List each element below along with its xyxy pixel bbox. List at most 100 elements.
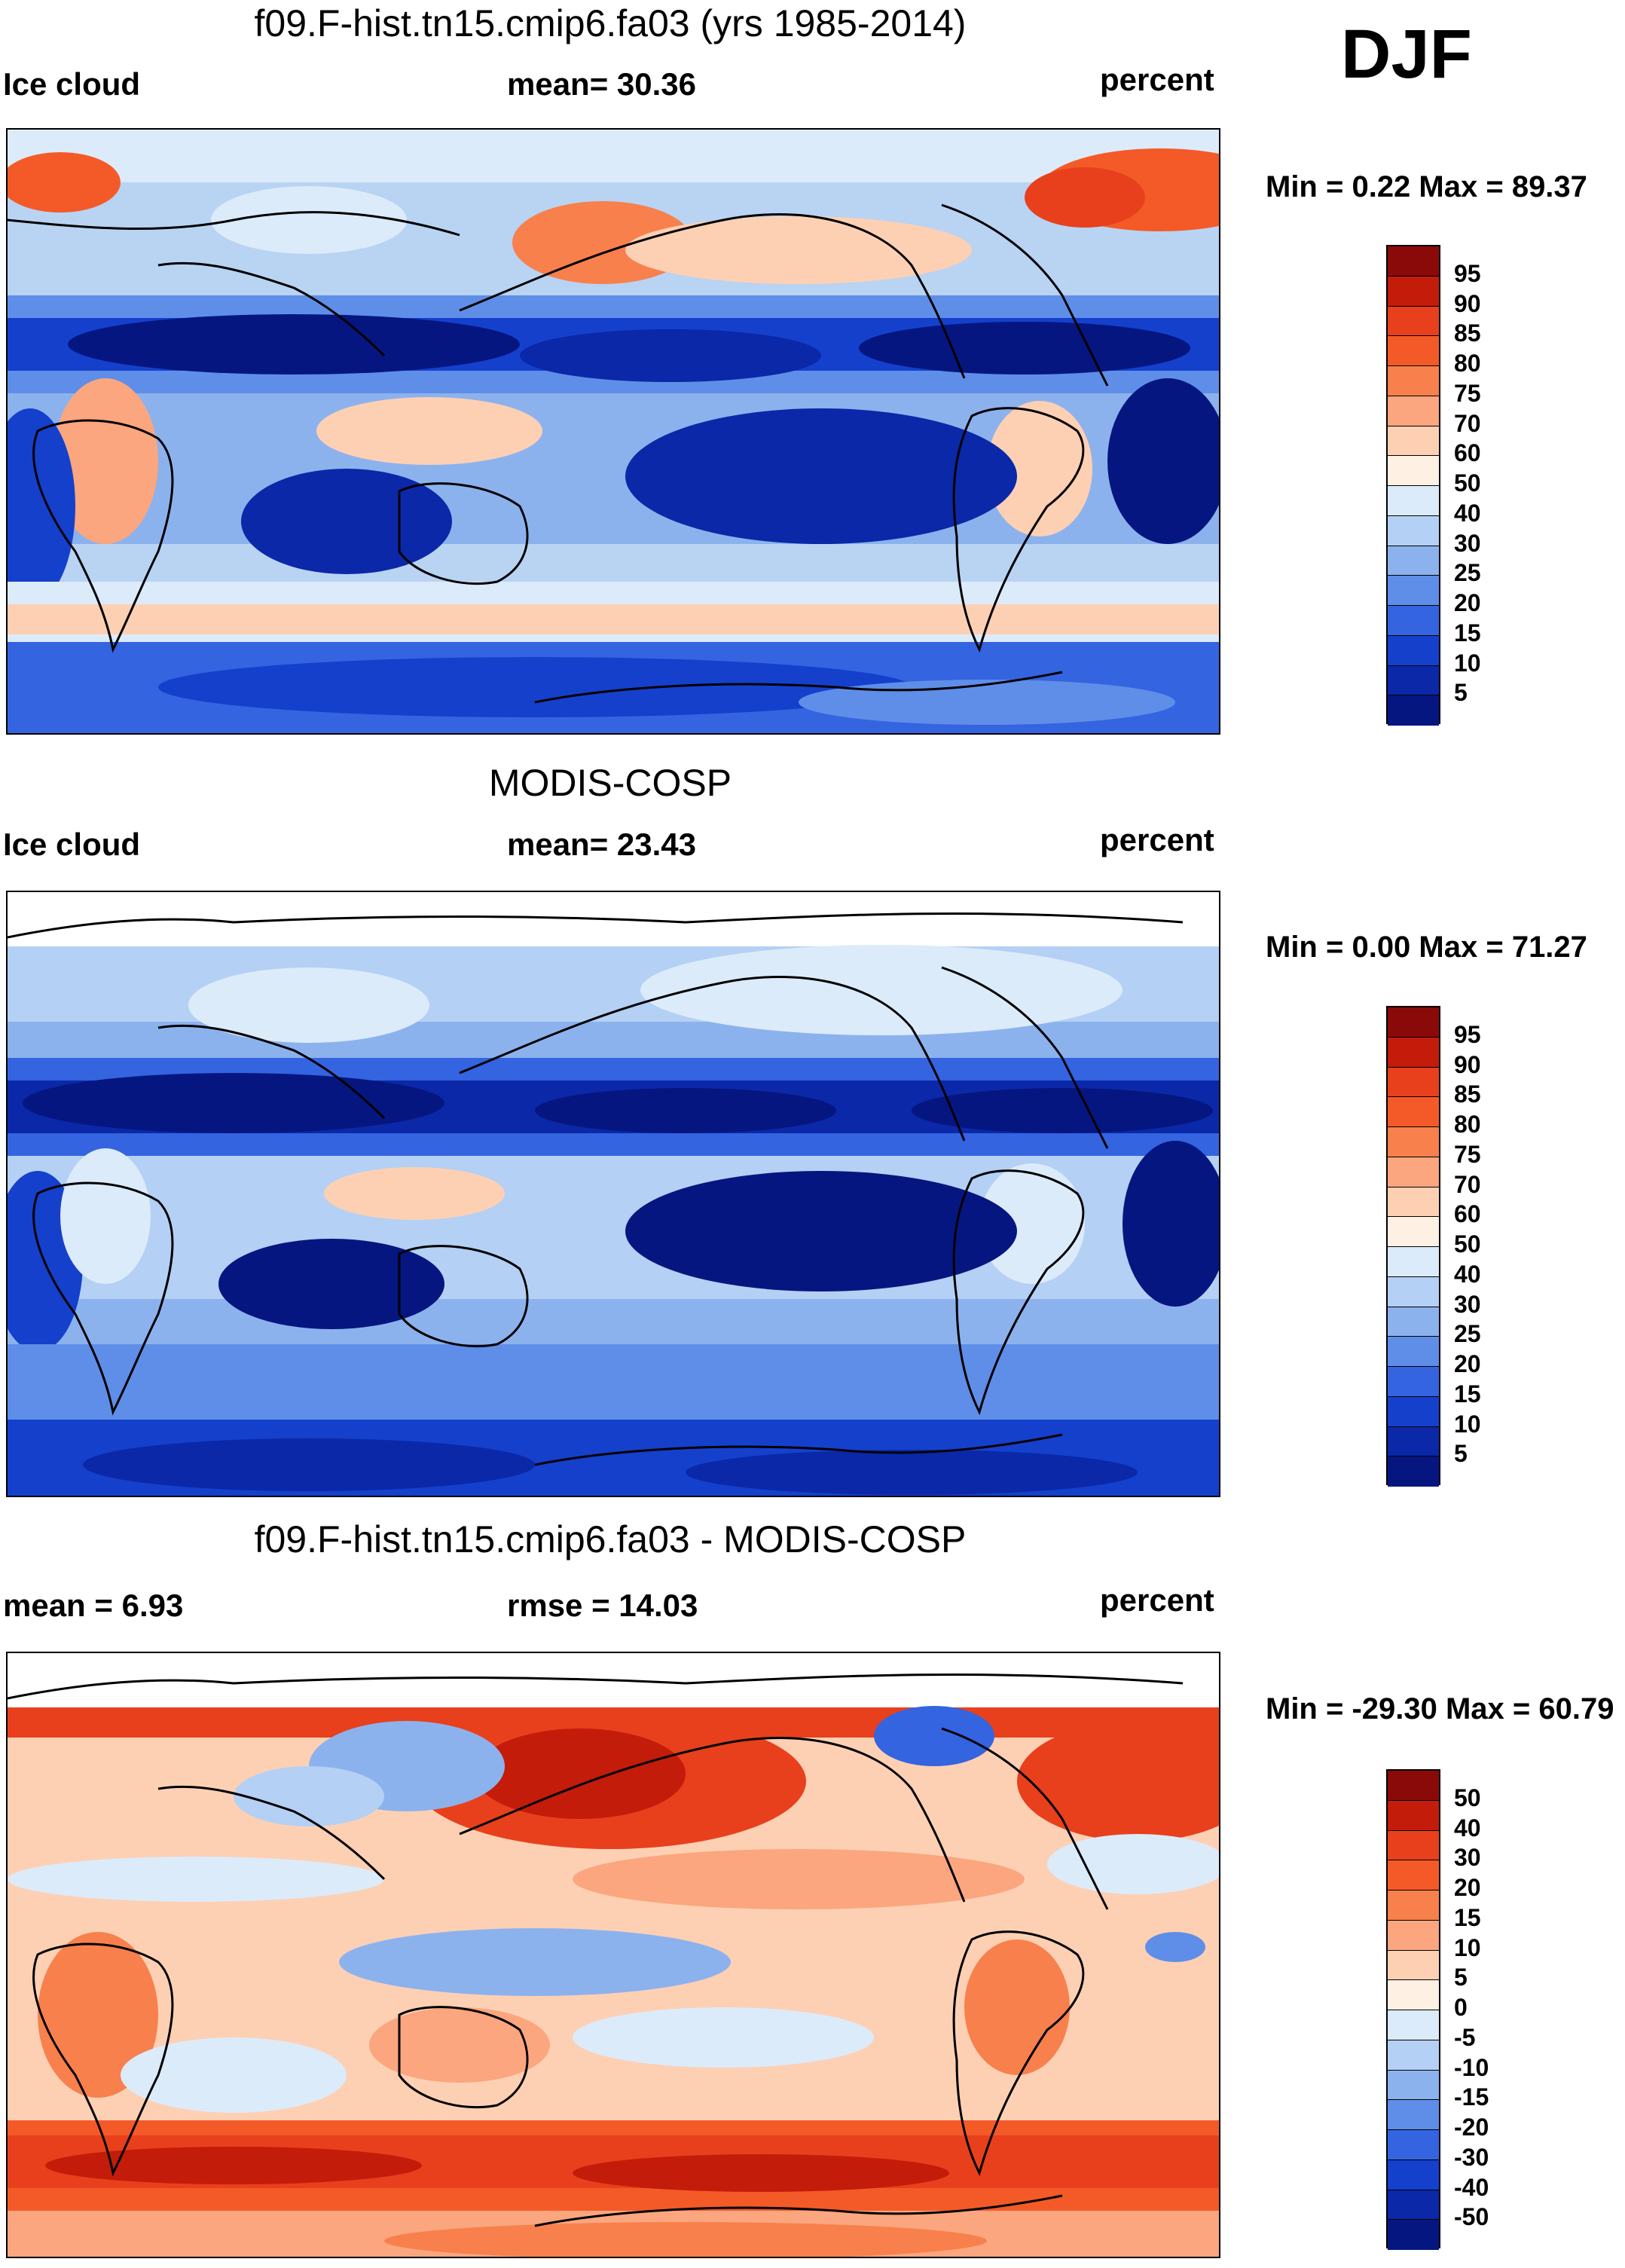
colorbar-segment [1388,276,1439,307]
colorbar-segment [1388,2010,1439,2040]
minmax-obs: Min = 0.00 Max = 71.27 [1266,931,1587,964]
colorbar-segment [1388,1187,1439,1218]
colorbar-segment [1388,1830,1439,1861]
colorbar-tick-label: -20 [1454,2114,1489,2141]
colorbar-tick-label: 0 [1454,1994,1468,2021]
colorbar-segment [1388,426,1439,457]
colorbar-tick-label: -15 [1454,2083,1489,2111]
colorbar-tick-label: 20 [1454,1350,1481,1377]
season-label: DJF [1341,16,1472,93]
panel-units-diff: percent [1100,1582,1214,1618]
colorbar-segment [1388,1950,1439,1981]
colorbar-tick-label: 10 [1454,1933,1481,1961]
colorbar-tick-label: 20 [1454,1874,1481,1901]
colorbar-segment [1388,336,1439,366]
colorbar-tick-label: -50 [1454,2203,1489,2231]
colorbar-tick-label: 75 [1454,379,1481,407]
colorbar-tick-label: 90 [1454,1050,1481,1078]
colorbar-segment [1388,1980,1439,2010]
minmax-model: Min = 0.22 Max = 89.37 [1266,170,1587,203]
colorbar-segment [1388,1456,1439,1487]
colorbar-tick-label: -30 [1454,2143,1489,2171]
colorbar-tick-label: 90 [1454,289,1481,317]
colorbar-tick-label: 70 [1454,1170,1481,1198]
colorbar-tick-label: 85 [1454,319,1481,347]
colorbar-tick-label: -5 [1454,2023,1476,2051]
panel-rmse-label-diff: rmse = 14.03 [507,1588,698,1623]
colorbar-tick-label: 95 [1454,1020,1481,1048]
colorbar-segment [1388,366,1439,396]
colorbar-tick-label: 80 [1454,1111,1481,1138]
colorbar-tick-label: 30 [1454,1844,1481,1872]
colorbar-tick-label: 60 [1454,1200,1481,1228]
colorbar-segment [1388,1247,1439,1277]
colorbar-segment [1388,1771,1439,1801]
panel-mean-label-model: mean= 30.36 [507,66,697,102]
colorbar-tick-label: 70 [1454,409,1481,437]
colorbar-segment [1388,1860,1439,1891]
colorbar-segment [1388,665,1439,696]
colorbar-segment [1388,2130,1439,2160]
colorbar-segment [1388,1007,1439,1038]
colorbar-tick-label: 75 [1454,1140,1481,1168]
colorbar-segment [1388,2190,1439,2221]
colorbar-segment [1388,2159,1439,2190]
colorbar-segment [1388,2070,1439,2101]
colorbar-segment [1388,246,1439,277]
map-obs [6,891,1220,1497]
colorbar-segment [1388,1307,1439,1337]
colorbar-tick-label: 5 [1454,679,1468,707]
colorbar-segment [1388,306,1439,337]
colorbar-segment [1388,1920,1439,1951]
colorbar-segment [1388,486,1439,516]
colorbar-segment [1388,515,1439,546]
colorbar-tick-label: 40 [1454,499,1481,527]
colorbar-segment [1388,695,1439,726]
colorbar-segment [1388,1426,1439,1457]
colorbar-segment [1388,2220,1439,2250]
colorbar-segment [1388,1396,1439,1427]
panel-title-diff: f09.F-hist.tn15.cmip6.fa03 - MODIS-COSP [254,1518,967,1560]
colorbar-segment [1388,1217,1439,1247]
colorbar-segment [1388,1127,1439,1157]
colorbar-segment [1388,1367,1439,1397]
colorbar-tick-label: 15 [1454,619,1481,646]
colorbar-segment [1388,1067,1439,1098]
panel-mean-label-obs: mean= 23.43 [507,827,697,862]
colorbar-segment [1388,1097,1439,1127]
colorbar-segment [1388,2040,1439,2071]
colorbar-tick-label: 60 [1454,439,1481,467]
colorbar-tick-label: 15 [1454,1903,1481,1931]
colorbar-tick-label: 50 [1454,1784,1481,1811]
colorbar-segment [1388,1891,1439,1921]
panel-left-label-obs: Ice cloud [3,827,141,862]
colorbar-segment [1388,576,1439,606]
colorbar-diff [1386,1769,1440,2250]
panel-left-label-model: Ice cloud [3,66,141,102]
colorbar-tick-label: 30 [1454,529,1481,557]
colorbar-tick-label: 5 [1454,1440,1468,1468]
colorbar-tick-label: 80 [1454,350,1481,377]
panel-mean-label-diff: mean = 6.93 [3,1588,184,1623]
colorbar-tick-label: 25 [1454,559,1481,587]
panel-title-model: f09.F-hist.tn15.cmip6.fa03 (yrs 1985-201… [254,2,967,44]
colorbar-segment [1388,456,1439,486]
colorbar-model [1386,245,1440,726]
colorbar-tick-label: 5 [1454,1964,1468,1991]
colorbar-tick-label: 20 [1454,589,1481,616]
colorbar-segment [1388,1276,1439,1307]
colorbar-tick-label: 40 [1454,1260,1481,1288]
colorbar-tick-label: 95 [1454,259,1481,287]
colorbar-tick-label: 40 [1454,1814,1481,1842]
colorbar-segment [1388,635,1439,666]
colorbar-tick-label: -40 [1454,2173,1489,2201]
panel-units-obs: percent [1100,822,1214,857]
minmax-diff: Min = -29.30 Max = 60.79 [1266,1692,1614,1725]
colorbar-obs [1386,1006,1440,1487]
colorbar-tick-label: 25 [1454,1320,1481,1348]
colorbar-segment [1388,1037,1439,1068]
colorbar-tick-label: 10 [1454,649,1481,677]
panel-title-obs: MODIS-COSP [488,762,732,804]
map-diff [6,1652,1220,2258]
colorbar-tick-label: 10 [1454,1410,1481,1438]
